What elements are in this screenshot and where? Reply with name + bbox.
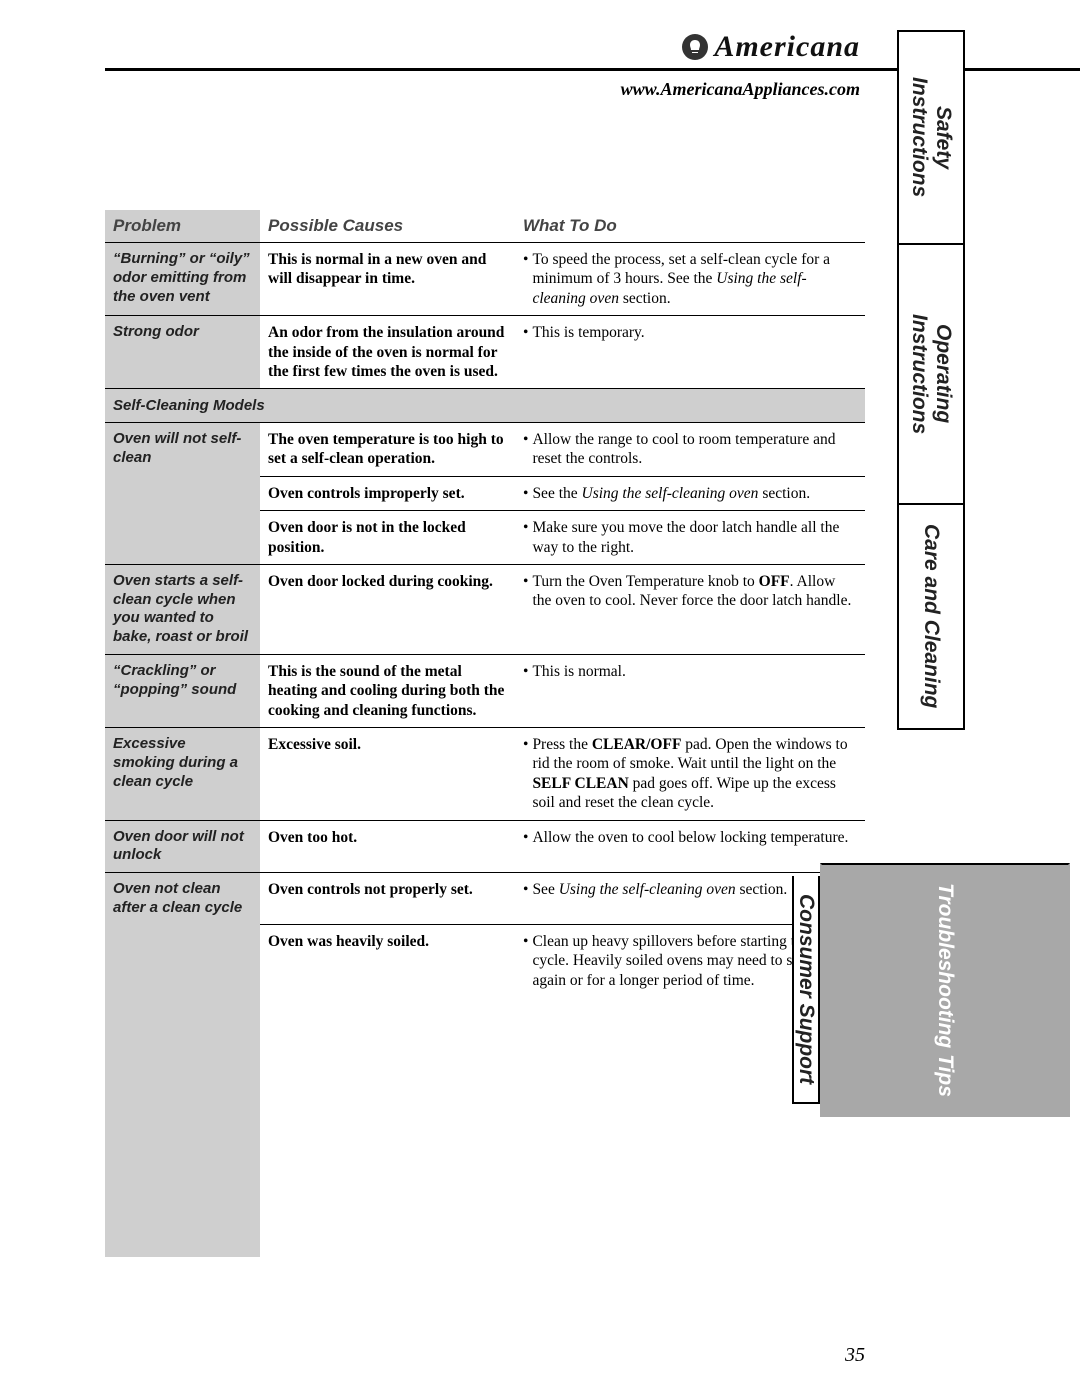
cause-cell: This is normal in a new oven and will di… [260,243,515,316]
page: Americana www.AmericanaAppliances.com Pr… [0,0,1080,1397]
cause-cell: Oven door locked during cooking. [260,564,515,654]
tab-safety[interactable]: Safety Instructions [897,30,965,245]
cause-cell: Oven was heavily soiled. [260,925,515,998]
section-row: Self-Cleaning Models [105,389,865,423]
cause-cell: The oven temperature is too high to set … [260,423,515,477]
cause-cell: This is the sound of the metal heating a… [260,654,515,727]
todo-cell: •Press the CLEAR/OFF pad. Open the windo… [515,728,865,821]
tab-care[interactable]: Care and Cleaning [897,505,965,730]
section-label: Self-Cleaning Models [105,389,865,423]
problem-cell [105,925,260,998]
todo-cell: •Allow the oven to cool below locking te… [515,820,865,873]
problem-cell: Excessive smoking during a clean cycle [105,728,260,821]
table-row: Oven door is not in the locked position.… [105,511,865,565]
table-row: “Burning” or “oily” odor emitting from t… [105,243,865,316]
table-row: “Crackling” or “popping” sound This is t… [105,654,865,727]
tab-consumer[interactable]: Consumer Support [792,876,820,1104]
table-row: Oven door will not unlock Oven too hot. … [105,820,865,873]
table-row: Oven starts a self-clean cycle when you … [105,564,865,654]
todo-cell: •Turn the Oven Temperature knob to OFF. … [515,564,865,654]
troubleshooting-table: Problem Possible Causes What To Do “Burn… [105,210,865,1257]
problem-cell [105,511,260,565]
table-row: Strong odor An odor from the insulation … [105,316,865,389]
side-tabs: Safety Instructions Operating Instructio… [897,30,965,1250]
cause-cell: Excessive soil. [260,728,515,821]
troubleshooting-table-wrap: Problem Possible Causes What To Do “Burn… [105,210,865,1257]
todo-cell: •Make sure you move the door latch handl… [515,511,865,565]
tab-operating[interactable]: Operating Instructions [897,245,965,505]
col-todo: What To Do [515,210,865,243]
tab-troubleshooting[interactable]: Troubleshooting Tips [820,863,1070,1117]
brand-icon [682,34,708,60]
cause-cell: Oven door is not in the locked position. [260,511,515,565]
problem-cell: Oven starts a self-clean cycle when you … [105,564,260,654]
col-causes: Possible Causes [260,210,515,243]
table-row: Excessive smoking during a clean cycle E… [105,728,865,821]
problem-cell: Oven not clean after a clean cycle [105,873,260,925]
problem-cell: Oven will not self-clean [105,423,260,477]
todo-cell: •This is normal. [515,654,865,727]
brand-name: Americana [714,30,860,64]
todo-cell: •See the Using the self-cleaning oven se… [515,476,865,510]
todo-cell: •To speed the process, set a self-clean … [515,243,865,316]
problem-cell: “Crackling” or “popping” sound [105,654,260,727]
cause-cell: An odor from the insulation around the i… [260,316,515,389]
problem-cell: Oven door will not unlock [105,820,260,873]
cause-cell: Oven controls not properly set. [260,873,515,925]
col-problem: Problem [105,210,260,243]
problem-cell: “Burning” or “oily” odor emitting from t… [105,243,260,316]
table-row: Oven was heavily soiled. •Clean up heavy… [105,925,865,998]
cause-cell: Oven controls improperly set. [260,476,515,510]
todo-cell: •This is temporary. [515,316,865,389]
problem-cell [105,476,260,510]
problem-cell: Strong odor [105,316,260,389]
todo-cell: •Allow the range to cool to room tempera… [515,423,865,477]
table-row: Oven not clean after a clean cycle Oven … [105,873,865,925]
table-row: Oven controls improperly set. •See the U… [105,476,865,510]
brand-logo: Americana [682,30,860,64]
table-row: Oven will not self-clean The oven temper… [105,423,865,477]
page-number: 35 [845,1344,865,1367]
cause-cell: Oven too hot. [260,820,515,873]
filler-row [105,997,865,1257]
